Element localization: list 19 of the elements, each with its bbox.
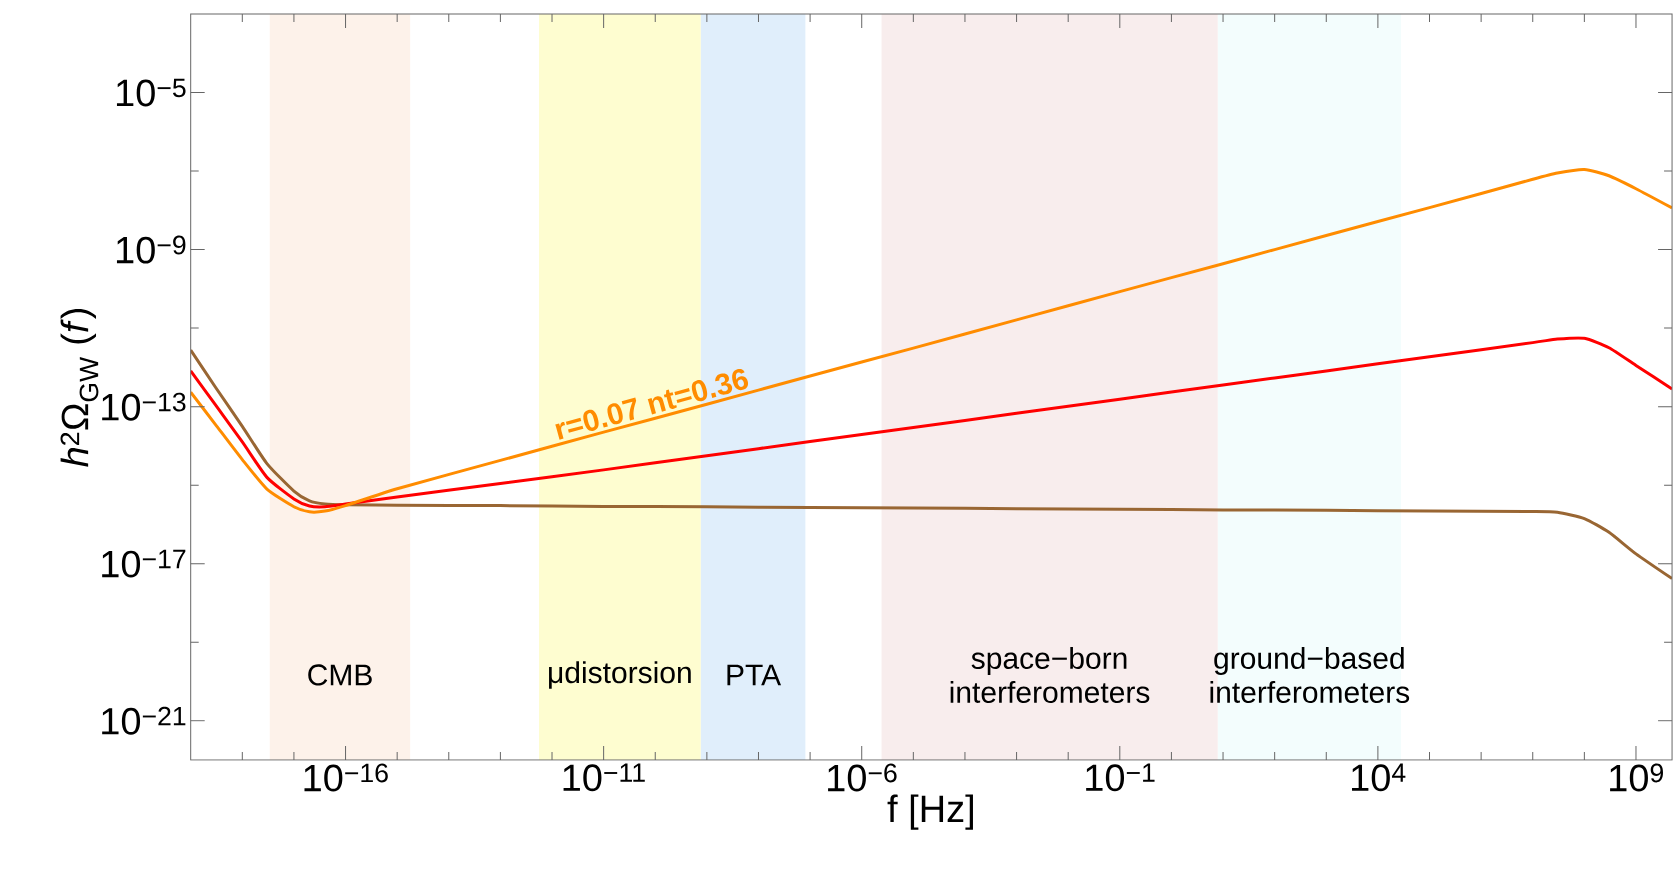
y-tick-label: 10$^{−9}$ — [116, 235, 186, 264]
x-tick-label: 10$^{4}$ — [1352, 763, 1406, 792]
text: r=0.07 nt=0.36 — [555, 368, 749, 440]
y-tick-label: 10$^{−13}$ — [102, 392, 186, 421]
y-tick-label: 10$^{−17}$ — [102, 549, 186, 578]
y-tick-label: 10$^{−21}$ — [102, 706, 186, 735]
x-axis-title: f [Hz] — [887, 794, 973, 830]
band-label: CMB — [308, 664, 372, 686]
x-tick-label: 10$^{9}$ — [1610, 763, 1663, 792]
band-label: space−born interferometers — [950, 646, 1150, 703]
y-axis-title: h$^{2}$Ω$_{GW}$ (f) — [60, 308, 99, 467]
band-label: PTA — [727, 664, 782, 686]
band-label: μdistorsion — [549, 661, 691, 689]
x-tick-label: 10$^{−11}$ — [563, 763, 645, 792]
x-tick-label: 10$^{−6}$ — [828, 763, 897, 792]
band-label: ground−based interferometers — [1210, 646, 1410, 703]
x-tick-label: 10$^{−1}$ — [1086, 763, 1155, 792]
x-tick-label: 10$^{−16}$ — [304, 763, 388, 792]
y-tick-label: 10$^{−5}$ — [116, 78, 186, 107]
